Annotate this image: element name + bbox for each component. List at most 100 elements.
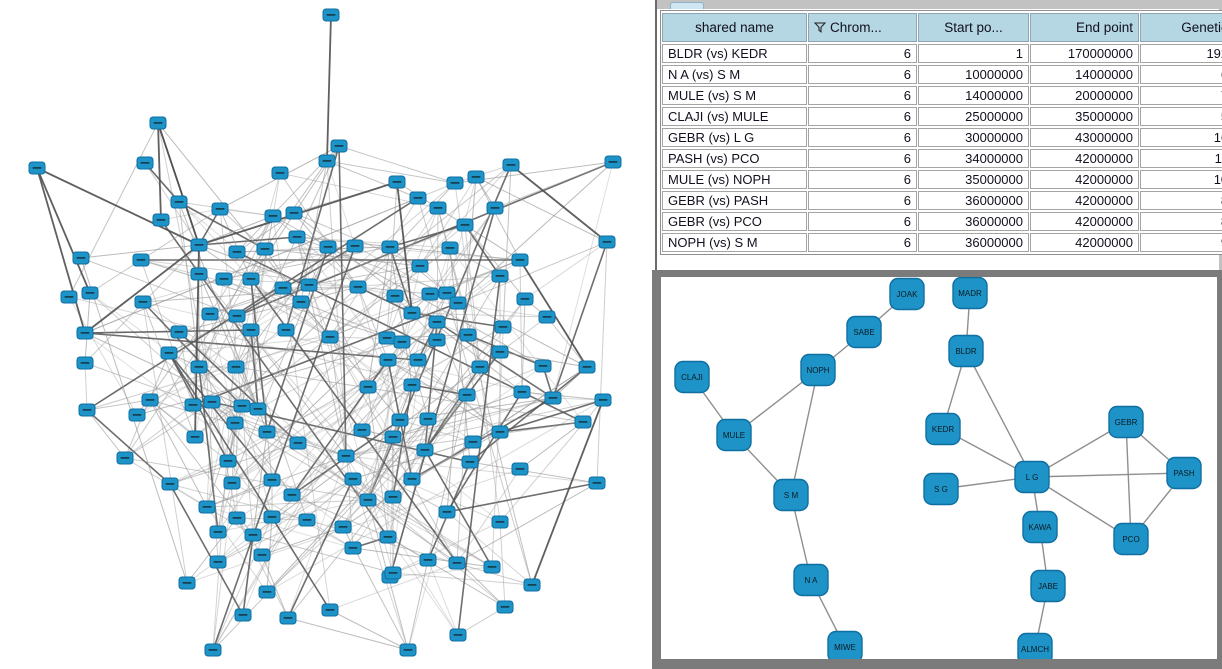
graph-node[interactable] — [244, 528, 262, 542]
graph-node[interactable] — [337, 449, 355, 463]
cell-genetic[interactable]: 8.4 — [1140, 212, 1222, 231]
graph-node[interactable] — [491, 425, 509, 439]
graph-node[interactable] — [277, 323, 295, 337]
graph-node[interactable] — [226, 416, 244, 430]
cell-start[interactable]: 35000000 — [918, 170, 1029, 189]
node-shape[interactable] — [1030, 569, 1066, 603]
cell-end[interactable]: 14000000 — [1030, 65, 1139, 84]
cell-start[interactable]: 25000000 — [918, 107, 1029, 126]
graph-node[interactable] — [511, 253, 529, 267]
graph-edge-BLDR-LG[interactable] — [965, 350, 1033, 478]
table-row[interactable]: NOPH (vs) S M636000000420000009.9 — [662, 233, 1222, 252]
cell-genetic[interactable]: 9.9 — [1140, 233, 1222, 252]
graph-node[interactable] — [253, 548, 271, 562]
table-row[interactable]: MULE (vs) NOPH6350000004200000010.5 — [662, 170, 1222, 189]
graph-node[interactable] — [502, 158, 520, 172]
graph-node-GEBR[interactable]: GEBR — [1108, 405, 1144, 439]
graph-node[interactable] — [219, 454, 237, 468]
cell-genetic[interactable]: 16.9 — [1140, 128, 1222, 147]
cell-genetic[interactable]: 5.9 — [1140, 107, 1222, 126]
graph-node[interactable] — [28, 161, 46, 175]
table-row[interactable]: GEBR (vs) PCO636000000420000008.4 — [662, 212, 1222, 231]
graph-node-PASH[interactable]: PASH — [1166, 456, 1202, 490]
cell-end[interactable]: 42000000 — [1030, 170, 1139, 189]
graph-node[interactable] — [186, 430, 204, 444]
node-shape[interactable] — [948, 334, 984, 368]
cell-start[interactable]: 10000000 — [918, 65, 1029, 84]
graph-node[interactable] — [198, 500, 216, 514]
node-shape[interactable] — [889, 277, 925, 311]
graph-node[interactable] — [60, 290, 78, 304]
graph-node[interactable] — [359, 493, 377, 507]
graph-node[interactable] — [578, 360, 596, 374]
graph-node[interactable] — [594, 393, 612, 407]
graph-node[interactable] — [448, 556, 466, 570]
graph-node[interactable] — [283, 488, 301, 502]
graph-node[interactable] — [321, 330, 339, 344]
graph-node[interactable] — [228, 511, 246, 525]
graph-node[interactable] — [381, 240, 399, 254]
graph-node[interactable] — [319, 240, 337, 254]
cell-chromosome[interactable]: 6 — [808, 65, 917, 84]
graph-node[interactable] — [256, 242, 274, 256]
graph-node[interactable] — [588, 476, 606, 490]
graph-edge-GEBR-PCO[interactable] — [1125, 421, 1132, 540]
column-header-shared_name[interactable]: shared name — [662, 13, 807, 42]
graph-node[interactable] — [149, 116, 167, 130]
graph-edge-NOPH-SM[interactable] — [790, 369, 819, 496]
graph-node[interactable] — [76, 326, 94, 340]
graph-node[interactable] — [78, 403, 96, 417]
graph-node-CLAJI[interactable]: CLAJI — [674, 360, 710, 394]
graph-node[interactable] — [379, 530, 397, 544]
table-row[interactable]: GEBR (vs) L G6300000004300000016.9 — [662, 128, 1222, 147]
graph-node[interactable] — [467, 170, 485, 184]
graph-node[interactable] — [403, 306, 421, 320]
graph-node-KEDR[interactable]: KEDR — [925, 412, 961, 446]
column-header-genetic[interactable]: Genetic... — [1140, 13, 1222, 42]
graph-node-LG[interactable]: L G — [1014, 460, 1050, 494]
graph-node-NOPH[interactable]: NOPH — [800, 353, 836, 387]
graph-node[interactable] — [378, 331, 396, 345]
graph-node[interactable] — [289, 436, 307, 450]
graph-node-NA[interactable]: N A — [793, 563, 829, 597]
cell-chromosome[interactable]: 6 — [808, 107, 917, 126]
graph-node[interactable] — [458, 388, 476, 402]
graph-node-SM[interactable]: S M — [773, 478, 809, 512]
graph-node[interactable] — [359, 380, 377, 394]
graph-node[interactable] — [204, 643, 222, 657]
graph-node[interactable] — [279, 611, 297, 625]
graph-node[interactable] — [461, 455, 479, 469]
filter-funnel-icon[interactable] — [813, 22, 827, 33]
graph-node[interactable] — [318, 154, 336, 168]
graph-node[interactable] — [72, 251, 90, 265]
graph-node[interactable] — [429, 201, 447, 215]
graph-node[interactable] — [264, 209, 282, 223]
cell-shared_name[interactable]: N A (vs) S M — [662, 65, 807, 84]
graph-node[interactable] — [160, 346, 178, 360]
graph-node[interactable] — [438, 286, 456, 300]
cell-shared_name[interactable]: MULE (vs) NOPH — [662, 170, 807, 189]
graph-node[interactable] — [388, 175, 406, 189]
graph-node-JABE[interactable]: JABE — [1030, 569, 1066, 603]
graph-node[interactable] — [321, 603, 339, 617]
graph-node[interactable] — [228, 245, 246, 259]
graph-node[interactable] — [421, 287, 439, 301]
graph-node[interactable] — [81, 286, 99, 300]
node-shape[interactable] — [773, 478, 809, 512]
graph-node[interactable] — [353, 423, 371, 437]
graph-node[interactable] — [409, 353, 427, 367]
graph-node[interactable] — [209, 555, 227, 569]
graph-node[interactable] — [393, 335, 411, 349]
cell-genetic[interactable]: 10.5 — [1140, 170, 1222, 189]
table-row[interactable]: MULE (vs) S M614000000200000007.5 — [662, 86, 1222, 105]
graph-node[interactable] — [446, 176, 464, 190]
table-row[interactable]: CLAJI (vs) MULE625000000350000005.9 — [662, 107, 1222, 126]
graph-node[interactable] — [288, 230, 306, 244]
cell-shared_name[interactable]: MULE (vs) S M — [662, 86, 807, 105]
cell-end[interactable]: 42000000 — [1030, 149, 1139, 168]
graph-node[interactable] — [574, 415, 592, 429]
node-shape[interactable] — [1113, 522, 1149, 556]
graph-node-ALMCH[interactable]: ALMCH — [1017, 632, 1053, 660]
graph-node[interactable] — [201, 307, 219, 321]
cell-end[interactable]: 43000000 — [1030, 128, 1139, 147]
